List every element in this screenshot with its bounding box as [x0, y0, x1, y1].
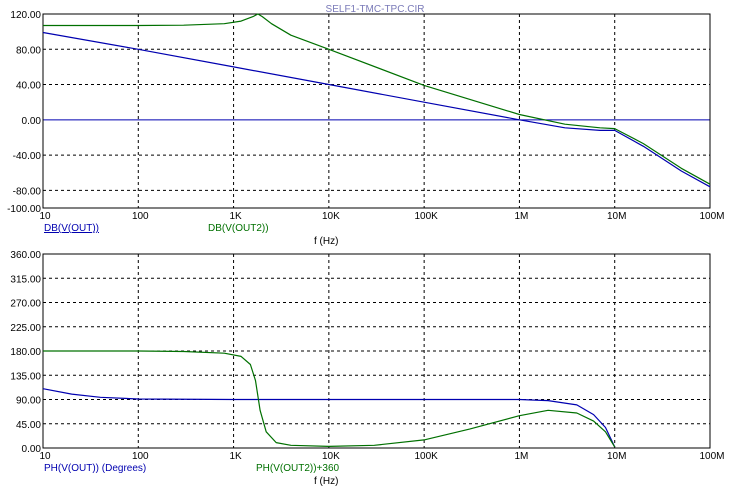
y-tick-label: 80.00 [16, 45, 41, 56]
y-tick-label: -80.00 [13, 186, 42, 197]
y-tick-label: 0.00 [22, 116, 42, 127]
y-tick-label: 180.00 [10, 347, 41, 358]
x-tick-label: 100 [132, 451, 149, 462]
figure-title: SELF1-TMC-TPC.CIR [326, 4, 425, 15]
x-tick-label: 100M [699, 451, 724, 462]
x-tick-label: 1K [229, 451, 242, 462]
x-axis-label-magnitude: f (Hz) [314, 236, 338, 247]
plot-frame [42, 13, 711, 209]
x-tick-label: 10 [39, 211, 51, 222]
y-tick-label: 40.00 [16, 81, 41, 92]
y-tick-label: 45.00 [16, 420, 41, 431]
y-tick-label: 315.00 [10, 274, 41, 285]
x-tick-label: 10K [322, 211, 340, 222]
x-axis-label-phase: f (Hz) [314, 476, 338, 487]
legend-ph-vout: PH(V(OUT)) (Degrees) [44, 463, 146, 474]
x-tick-label: 100K [414, 451, 438, 462]
legend-db-vout: DB(V(OUT)) [44, 223, 99, 234]
x-tick-label: 1K [229, 211, 242, 222]
y-tick-label: 270.00 [10, 299, 41, 310]
x-tick-label: 100M [699, 211, 724, 222]
y-tick-label: 90.00 [16, 396, 41, 407]
series-line-out [42, 31, 711, 188]
x-tick-label: 10M [607, 211, 626, 222]
x-tick-label: 10K [322, 451, 340, 462]
series-line-out2 [43, 350, 616, 448]
y-tick-label: 225.00 [10, 323, 41, 334]
y-tick-label: -40.00 [13, 151, 42, 162]
y-tick-label: 120.00 [10, 10, 41, 21]
y-tick-label: 360.00 [10, 250, 41, 261]
x-tick-label: 10 [39, 451, 51, 462]
y-tick-label: 0.00 [22, 444, 42, 455]
x-tick-label: 1M [514, 451, 528, 462]
legend-db-vout2: DB(V(OUT2)) [208, 223, 269, 234]
x-tick-label: 100 [132, 211, 149, 222]
series-line-out2 [43, 13, 711, 185]
x-tick-label: 10M [607, 451, 626, 462]
x-tick-label: 100K [414, 211, 438, 222]
x-tick-label: 1M [514, 211, 528, 222]
y-tick-label: -100.00 [7, 204, 41, 215]
y-tick-label: 135.00 [10, 371, 41, 382]
phase-plot: 10 100 1K 10K 100K 1M 10M 100M 360.00 315.00 270.0… [10, 250, 724, 462]
legend-ph-vout2: PH(V(OUT2))+360 [256, 463, 340, 474]
series-line-out [42, 388, 616, 448]
magnitude-plot: 10 100 1K 10K 100K 1M 10M 100M 120.00 80.00 40.00 0… [7, 10, 724, 222]
